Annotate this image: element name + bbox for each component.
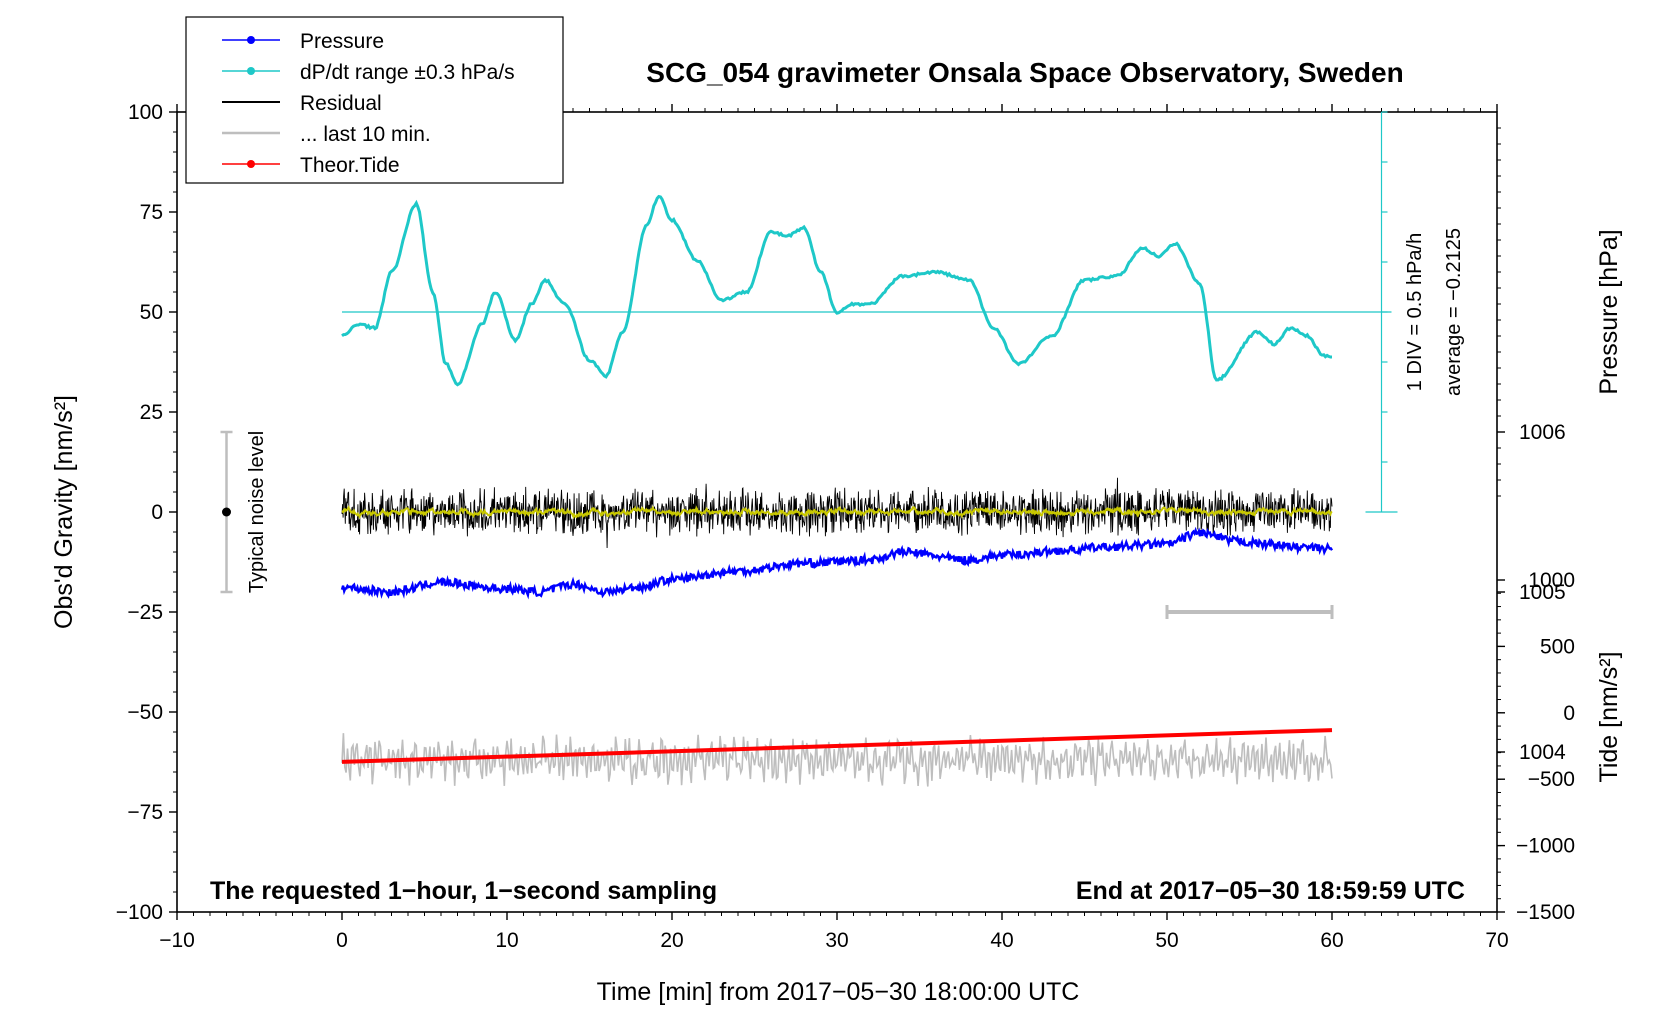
y-axis-title-left: Obs'd Gravity [nm/s²] [50, 395, 78, 629]
tide-tick-label: 1000 [1528, 569, 1575, 592]
tide-tick-label: 0 [1563, 702, 1575, 725]
y-tick-label: 75 [140, 201, 163, 224]
legend-label-pressure: Pressure [300, 30, 384, 53]
legend-marker-pressure [247, 36, 255, 44]
tick-layer: −10 0 10 20 30 40 50 60 701007550250−25−50−75−10… [116, 101, 1575, 952]
tide-tick-label: −1500 [1516, 901, 1575, 924]
legend-label-tide: Theor.Tide [300, 154, 400, 177]
end-time-annotation: End at 2017−05−30 18:59:59 UTC [1076, 877, 1465, 905]
noise-center-dot [222, 507, 231, 517]
dpdt-line [341, 194, 1332, 387]
residual-line [341, 477, 1333, 549]
legend-label-dpdt: dP/dt range ±0.3 hPa/s [300, 61, 515, 84]
noise-level-label: Typical noise level [246, 431, 268, 593]
x-tick-label: 50 [1155, 929, 1178, 952]
tide-tick-label: 500 [1540, 635, 1575, 658]
x-axis-title: Time [min] from 2017−05−30 18:00:00 UTC [597, 978, 1080, 1006]
residual-smoothed-line [341, 505, 1333, 520]
y-tick-label: −75 [127, 801, 163, 824]
legend-label-last10: ... last 10 min. [300, 123, 431, 146]
legend-marker-dpdt [247, 67, 255, 75]
pressure-tick-label: 1004 [1519, 741, 1566, 764]
x-tick-label: 10 [495, 929, 518, 952]
y-tick-label: −100 [116, 901, 163, 924]
y-tick-label: 50 [140, 301, 163, 324]
sampling-annotation: The requested 1−hour, 1−second sampling [210, 877, 717, 905]
tide-line [341, 728, 1333, 764]
legend-label-residual: Residual [300, 92, 382, 115]
x-tick-label: −10 [159, 929, 195, 952]
x-tick-label: 0 [336, 929, 348, 952]
x-tick-label: 60 [1320, 929, 1343, 952]
y-tick-label: −50 [127, 701, 163, 724]
x-tick-label: 70 [1485, 929, 1508, 952]
y-tick-label: −25 [127, 601, 163, 624]
y-tick-label: 25 [140, 401, 163, 424]
scale-div-label: 1 DIV = 0.5 hPa/h [1404, 233, 1426, 391]
annotation-layer [220, 111, 1398, 619]
legend: Pressure dP/dt range ±0.3 hPa/s Residual… [185, 16, 564, 184]
pressure-line [340, 526, 1334, 600]
x-tick-label: 20 [660, 929, 683, 952]
legend-marker-tide [247, 160, 255, 168]
last10-residual-line [341, 733, 1333, 787]
chart-title: SCG_054 gravimeter Onsala Space Observat… [646, 57, 1403, 88]
y-tick-label: 0 [151, 501, 163, 524]
average-label: average = −0.2125 [1443, 228, 1465, 396]
tide-tick-label: −1000 [1516, 835, 1575, 858]
x-tick-label: 30 [825, 929, 848, 952]
pressure-tick-label: 1006 [1519, 421, 1566, 444]
y-tick-label: 100 [128, 101, 163, 124]
series-layer [340, 194, 1334, 787]
pressure-tick-label: 1005 [1519, 581, 1566, 604]
y-axis-title-pressure: Pressure [hPa] [1595, 229, 1623, 394]
y-axis-title-tide: Tide [nm/s²] [1595, 651, 1623, 782]
x-tick-label: 40 [990, 929, 1013, 952]
tide-tick-label: −500 [1528, 768, 1575, 791]
legend-box [185, 16, 564, 184]
